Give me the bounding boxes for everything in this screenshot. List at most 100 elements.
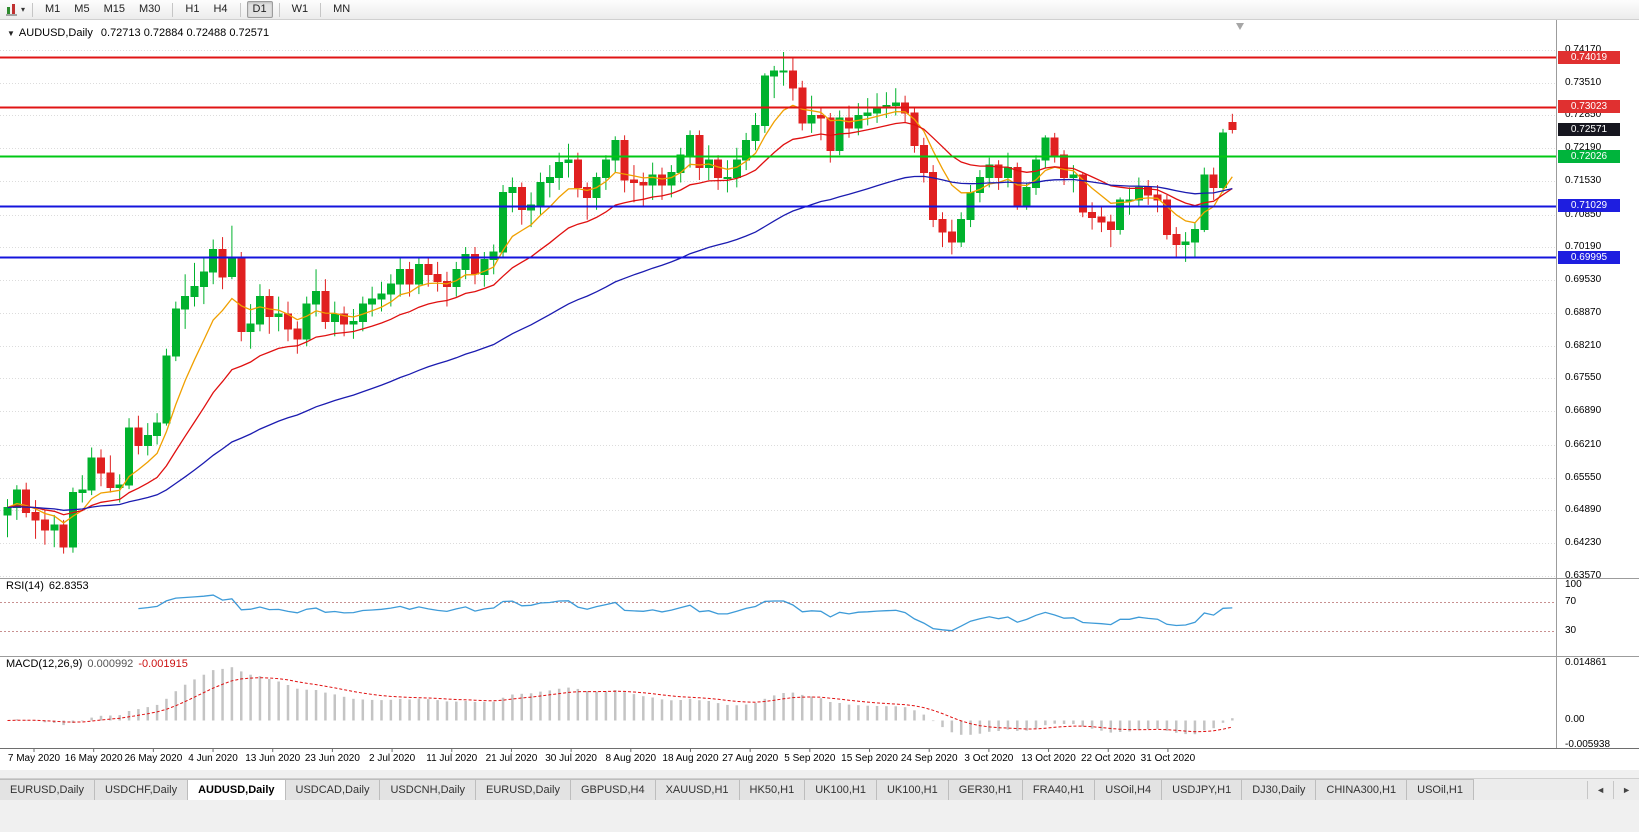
price-line-badge: 0.73023 [1558,100,1620,114]
date-axis-label: 24 Sep 2020 [900,753,958,764]
date-axis-label: 11 Jul 2020 [426,753,478,764]
chart-tab-UK100,H1[interactable]: UK100,H1 [875,779,949,800]
date-axis-label: 23 Jun 2020 [304,753,360,764]
date-axis-label: 22 Oct 2020 [1080,753,1136,764]
chart-tabbar: EURUSD,Daily USDCHF,Daily AUDUSD,Daily USDC… [0,778,1639,800]
macd-axis-label: -0.005938 [1565,739,1611,750]
macd-signal-value: -0.001915 [138,658,188,670]
timeframe-button-H4[interactable]: H4 [213,3,228,15]
chart-tab-GBPUSD,H4[interactable]: GBPUSD,H4 [570,779,656,800]
chart-title: ▼ AUDUSD,Daily 0.72713 0.72884 0.72488 0.7… [7,27,269,39]
chart-tab-USDCNH,Daily[interactable]: USDCNH,Daily [379,779,477,800]
timeframe-buttons: M1 M5 M15 M30 H1 H4 D1 W1 MN [38,1,357,18]
price-axis-label: 0.69530 [1565,274,1602,286]
timeframe-button-D1[interactable]: D1 [246,1,273,18]
date-axis-label: 3 Oct 2020 [964,753,1014,764]
timeframe-button-M5[interactable]: M5 [74,3,90,15]
rsi-axis-label: 70 [1565,596,1577,608]
macd-name: MACD(12,26,9) [6,658,83,670]
chart-tab-XAUUSD,H1[interactable]: XAUUSD,H1 [654,779,740,800]
chart-tab-USDCAD,Daily[interactable]: USDCAD,Daily [284,779,381,800]
chart-tab-GER30,H1[interactable]: GER30,H1 [947,779,1023,800]
rsi-name: RSI(14) [6,580,44,592]
toolbar-separator [172,2,174,17]
tab-scroll-left-icon[interactable]: ◄ [1587,780,1613,799]
chevron-down-icon[interactable]: ▾ [21,5,26,14]
timeframe-button-M30[interactable]: M30 [138,3,161,15]
price-line-badge: 0.72026 [1558,149,1620,163]
chart-tab-UK100,H1[interactable]: UK100,H1 [804,779,877,800]
price-axis-label: 0.71530 [1565,174,1602,186]
price-axis-label: 0.73510 [1565,76,1602,88]
macd-pane[interactable] [0,656,1556,748]
rsi-axis-label: 100 [1565,579,1582,590]
chart-toolbar-icon[interactable] [4,2,19,17]
current-price-badge: 0.72571 [1558,122,1620,136]
price-chart-pane[interactable] [0,22,1556,578]
price-line-badge: 0.71029 [1558,199,1620,213]
chart-collapse-icon[interactable]: ▼ [7,29,15,38]
status-bar [0,800,1639,832]
price-axis-label: 0.66210 [1565,438,1602,450]
chart-tab-AUDUSD,Daily[interactable]: AUDUSD,Daily [187,779,286,800]
chart-tab-EURUSD,Daily[interactable]: EURUSD,Daily [0,779,95,800]
date-axis-label: 30 Jul 2020 [545,753,597,764]
chart-tab-USDJPY,H1[interactable]: USDJPY,H1 [1161,779,1243,800]
price-axis-label: 0.72850 [1565,109,1602,121]
tab-scroll-right-icon[interactable]: ► [1613,780,1639,799]
chart-tab-DJ30,Daily[interactable]: DJ30,Daily [1241,779,1317,800]
timeframe-button-H1[interactable]: H1 [185,3,200,15]
price-axis-label: 0.65550 [1565,471,1602,483]
macd-main-value: 0.000992 [87,658,134,670]
chart-tab-FRA40,H1[interactable]: FRA40,H1 [1021,779,1096,800]
price-line-badge: 0.69995 [1558,250,1620,264]
pane-divider-macd[interactable] [0,654,1639,658]
timeframe-button-W1[interactable]: W1 [291,3,309,15]
rsi-pane[interactable] [0,578,1556,656]
tab-nav: ◄ ► [1587,779,1639,800]
price-axis-label: 0.68870 [1565,306,1602,318]
chart-tab-HK50,H1[interactable]: HK50,H1 [738,779,806,800]
price-axis-label: 0.70850 [1565,208,1602,220]
price-axis-label: 0.63570 [1565,569,1602,581]
price-axis-label: 0.67550 [1565,372,1602,384]
macd-axis-label: 0.014861 [1565,657,1607,668]
date-axis-label: 13 Oct 2020 [1021,753,1076,764]
chart-tab-EURUSD,Daily[interactable]: EURUSD,Daily [475,779,571,800]
date-axis-label: 27 Aug 2020 [722,753,779,764]
price-axis-label: 0.68210 [1565,339,1602,351]
toolbar-separator [320,2,322,17]
price-axis-label: 0.66890 [1565,405,1602,417]
date-axis-label: 21 Jul 2020 [485,753,538,764]
price-axis-label: 0.74170 [1565,44,1602,55]
pane-divider-rsi[interactable] [0,576,1639,580]
date-axis-label: 16 May 2020 [64,753,123,764]
price-axis-label: 0.64890 [1565,504,1602,516]
macd-axis-label: 0.00 [1565,714,1585,726]
toolbar-separator [239,2,241,17]
date-axis-label: 2 Jul 2020 [369,753,416,764]
chart-toolbar: ▾ M1 M5 M15 M30 H1 H4 D1 W1 MN [0,0,1639,20]
chart-tab-CHINA300,H1[interactable]: CHINA300,H1 [1315,779,1408,800]
rsi-axis-label: 30 [1565,624,1577,636]
date-axis-label: 26 May 2020 [124,753,183,764]
timeframe-button-MN[interactable]: MN [333,3,351,15]
date-axis-label: 7 May 2020 [7,753,61,764]
chart-ohlc-values: 0.72713 0.72884 0.72488 0.72571 [100,27,270,39]
timeframe-button-M15[interactable]: M15 [103,3,125,15]
chart-tab-USDCHF,Daily[interactable]: USDCHF,Daily [93,779,189,800]
toolbar-separator [278,2,280,17]
chart-tab-USOil,H4[interactable]: USOil,H4 [1094,779,1163,800]
rsi-value: 62.8353 [48,580,89,592]
timeframe-button-M1[interactable]: M1 [45,3,61,15]
price-line-badge: 0.74019 [1558,50,1620,64]
chart-symbol-period: AUDUSD,Daily [18,27,93,39]
date-axis-label: 15 Sep 2020 [841,753,898,764]
date-axis-label: 18 Aug 2020 [662,753,719,764]
price-axis-label: 0.64230 [1565,537,1602,549]
price-axis-label: 0.70190 [1565,241,1602,253]
date-axis-label: 5 Sep 2020 [784,753,836,764]
chart-tab-USOil,H1[interactable]: USOil,H1 [1406,779,1474,800]
toolbar-separator [32,2,34,17]
